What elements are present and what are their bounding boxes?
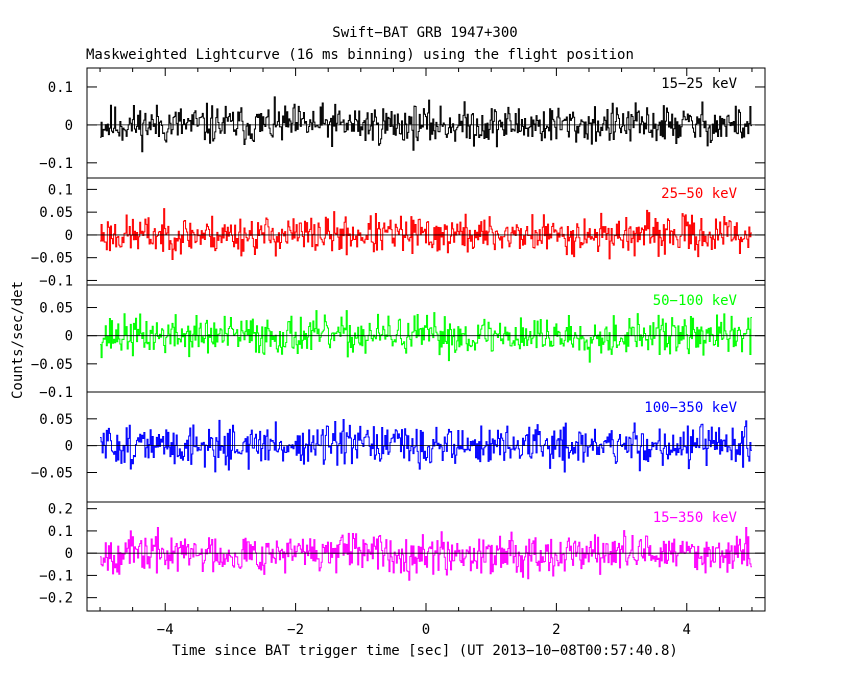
y-tick-label-5-4: 0.2	[48, 502, 73, 518]
y-tick-label-5-3: 0.1	[48, 524, 73, 540]
x-tick-label-3: 2	[552, 622, 560, 638]
y-tick-label-1-0: −0.1	[39, 156, 73, 172]
y-tick-label-4-1: 0	[65, 439, 73, 455]
y-tick-label-2-4: 0.1	[48, 182, 73, 198]
x-axis: −4 −2 0 2 4	[99, 68, 753, 638]
y-tick-label-2-3: 0.05	[39, 205, 73, 221]
x-tick-label-0: −4	[157, 622, 174, 638]
panels-group: 15−25 keV −0.1 0 0.1 25−50 keV −0.1 −0.05 0 0.05…	[31, 67, 766, 612]
series-line-2	[100, 208, 752, 260]
y-tick-label-4-2: 0.05	[39, 412, 73, 428]
x-axis-label: Time since BAT trigger time [sec] (UT 20…	[172, 643, 678, 659]
band-label-2: 25−50 keV	[661, 186, 737, 202]
chart-subtitle: Maskweighted Lightcurve (16 ms binning) …	[86, 47, 634, 63]
chart-title: Swift−BAT GRB 1947+300	[332, 25, 517, 41]
y-tick-label-3-1: −0.05	[31, 357, 73, 373]
y-tick-label-3-2: 0	[65, 329, 73, 345]
band-label-5: 15−350 keV	[653, 510, 738, 526]
panel-3: 50−100 keV −0.1 −0.05 0 0.05	[31, 284, 766, 401]
y-tick-label-5-0: −0.2	[39, 591, 73, 607]
y-tick-label-2-0: −0.1	[39, 273, 73, 289]
band-label-3: 50−100 keV	[653, 293, 738, 309]
series-line-4	[100, 419, 752, 473]
x-tick-label-2: 0	[422, 622, 430, 638]
y-tick-label-5-1: −0.1	[39, 568, 73, 584]
y-axis-label: Counts/sec/det	[10, 281, 26, 399]
y-tick-label-3-3: 0.05	[39, 301, 73, 317]
y-tick-label-2-1: −0.05	[31, 251, 73, 267]
y-tick-label-4-0: −0.05	[31, 465, 73, 481]
y-tick-label-5-2: 0	[65, 546, 73, 562]
series-line-1	[100, 96, 752, 153]
series-line-5	[100, 526, 752, 581]
panel-2: 25−50 keV −0.1 −0.05 0 0.05 0.1	[31, 177, 766, 289]
y-tick-label-1-2: 0.1	[48, 80, 73, 96]
band-label-1: 15−25 keV	[661, 76, 737, 92]
y-tick-label-2-2: 0	[65, 228, 73, 244]
series-line-3	[100, 310, 752, 363]
y-tick-label-1-1: 0	[65, 118, 73, 134]
band-label-4: 100−350 keV	[644, 400, 737, 416]
y-tick-label-3-0: −0.1	[39, 385, 73, 401]
x-tick-label-4: 4	[683, 622, 691, 638]
x-tick-label-1: −2	[287, 622, 304, 638]
